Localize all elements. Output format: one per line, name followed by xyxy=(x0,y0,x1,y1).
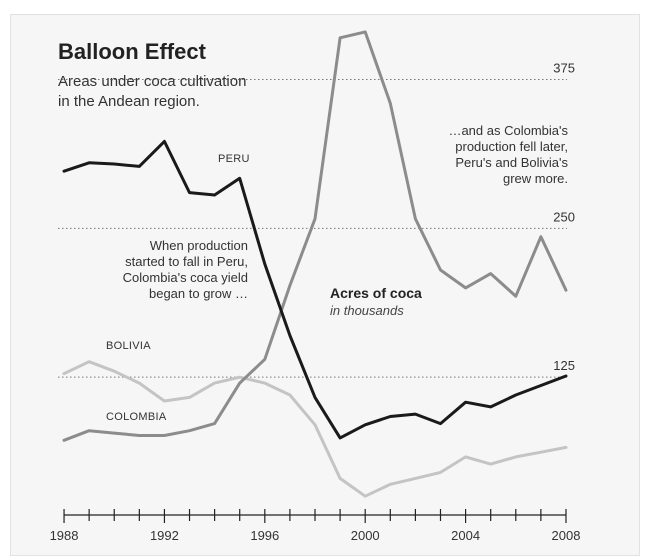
series-lines xyxy=(62,30,568,498)
annotation-1-line-4: began to grow … xyxy=(149,286,248,301)
annotation-2-line-1: …and as Colombia's xyxy=(448,123,568,138)
series-line-peru xyxy=(62,139,568,440)
chart-subtitle-line-1: Areas under coca cultivation xyxy=(58,73,246,90)
annotation-2-line-3: Peru's and Bolivia's xyxy=(455,155,568,170)
annotation-peru-fall: When production started to fall in Peru,… xyxy=(123,238,248,301)
annotation-1-line-2: started to fall in Peru, xyxy=(125,254,248,269)
x-tick-label-1988: 1988 xyxy=(50,528,79,543)
series-label-bolivia: BOLIVIA xyxy=(106,340,151,352)
series-label-peru: PERU xyxy=(218,153,250,165)
series-line-colombia xyxy=(62,30,568,442)
chart-frame xyxy=(10,14,640,556)
y-tick-label-125: 125 xyxy=(553,358,575,373)
x-tick-label-2004: 2004 xyxy=(451,528,480,543)
annotation-colombia-fall: …and as Colombia's production fell later… xyxy=(448,123,568,186)
series-line-bolivia xyxy=(62,360,568,498)
annotation-1-line-3: Colombia's coca yield xyxy=(123,270,248,285)
chart-subtitle-line-2: in the Andean region. xyxy=(58,93,200,110)
gridlines xyxy=(58,78,567,378)
x-tick-label-2008: 2008 xyxy=(552,528,581,543)
chart-title: Balloon Effect xyxy=(58,39,207,64)
y-tick-label-375: 375 xyxy=(553,60,575,75)
annotation-2-line-4: grew more. xyxy=(503,171,568,186)
units-label: Acres of coca xyxy=(330,285,422,301)
annotation-2-line-2: production fell later, xyxy=(455,139,568,154)
x-tick-label-1996: 1996 xyxy=(250,528,279,543)
annotation-1-line-1: When production xyxy=(150,238,248,253)
series-label-colombia: COLOMBIA xyxy=(106,411,167,423)
x-tick-label-2000: 2000 xyxy=(351,528,380,543)
x-tick-label-1992: 1992 xyxy=(150,528,179,543)
y-tick-labels: 125 250 375 xyxy=(553,60,575,373)
y-tick-label-250: 250 xyxy=(553,209,575,224)
x-axis: 1988 1992 1996 2000 2004 2008 xyxy=(50,509,581,543)
units-sublabel: in thousands xyxy=(330,303,404,318)
